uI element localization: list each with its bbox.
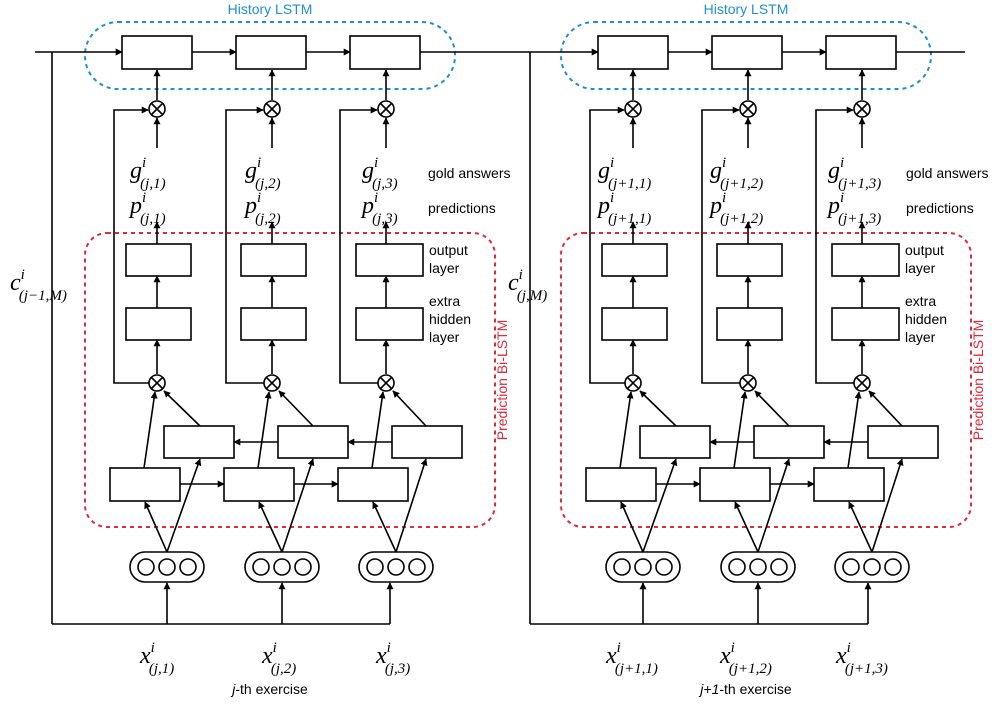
hidden-layer-box — [601, 307, 668, 341]
output-layer-box — [355, 243, 424, 277]
history-cell — [825, 35, 897, 70]
backward-lstm-cell — [391, 425, 463, 459]
column-3: gi (j+1,3) pi (j+1,3) xi (j+1,3) — [813, 69, 939, 677]
panel-j-plus-1: History LSTM Prediction Bi-LSTM ci (j,M) … — [508, 1, 989, 697]
column-1: gi (j+1,1) pi (j+1,1) xi (j+1,1) — [585, 69, 711, 677]
backward-lstm-cell — [867, 425, 939, 459]
prediction-bilstm-title: Prediction Bi-LSTM — [970, 320, 986, 441]
carry-in-label: ci (j,M) — [508, 267, 547, 304]
output-layer-box — [716, 243, 783, 277]
prediction-var: pi (j+1,1) — [596, 190, 651, 227]
output-layer-label: output layer — [429, 242, 468, 276]
input-var: xi (j,3) — [375, 640, 410, 677]
backward-lstm-cell — [277, 425, 349, 459]
forward-lstm-cell — [337, 467, 409, 502]
forward-lstm-cell — [813, 467, 885, 502]
prediction-var: pi (j+1,2) — [708, 190, 763, 227]
history-lstm-region — [84, 21, 456, 90]
prediction-var: pi (j,1) — [128, 190, 166, 227]
history-lstm-title: History LSTM — [228, 1, 313, 17]
prediction-var: pi (j+1,3) — [826, 190, 881, 227]
gold-answer-var: gi (j,2) — [245, 155, 281, 192]
gold-answers-label: gold answers — [906, 165, 989, 181]
gold-answer-var: gi (j+1,1) — [598, 155, 651, 192]
output-layer-box — [831, 243, 900, 277]
output-layer-box — [125, 243, 192, 277]
gold-answer-var: gi (j,1) — [130, 155, 166, 192]
gold-answers-label: gold answers — [428, 165, 511, 181]
history-cell — [597, 35, 669, 70]
hidden-layer-box — [355, 307, 424, 341]
column-2: gi (j,2) pi (j,2) xi (j,2) — [223, 69, 349, 677]
history-cell — [349, 35, 421, 70]
column-1: gi (j,1) pi (j,1) xi (j,1) — [109, 69, 235, 677]
input-var: xi (j,1) — [139, 640, 174, 677]
hidden-layer-label: extra hidden layer — [429, 293, 471, 345]
gold-answer-var: gi (j+1,2) — [710, 155, 763, 192]
history-lstm-region — [560, 21, 932, 90]
column-2: gi (j+1,2) pi (j+1,2) xi (j+1,2) — [699, 69, 825, 677]
exercise-caption: j+1-th exercise — [698, 681, 792, 697]
hidden-layer-box — [125, 307, 192, 341]
gold-answer-var: gi (j+1,3) — [828, 155, 881, 192]
forward-lstm-cell — [585, 467, 657, 502]
output-layer-box — [601, 243, 668, 277]
prediction-var: pi (j,2) — [243, 190, 281, 227]
input-var: xi (j+1,3) — [835, 640, 888, 677]
output-layer-box — [240, 243, 307, 277]
forward-lstm-cell — [223, 467, 295, 502]
hidden-layer-label: extra hidden layer — [905, 293, 947, 345]
forward-lstm-cell — [109, 467, 181, 502]
column-3: gi (j,3) pi (j,3) xi (j,3) — [337, 69, 463, 677]
backward-lstm-cell — [163, 425, 235, 459]
predictions-label: predictions — [428, 200, 496, 216]
backward-lstm-cell — [639, 425, 711, 459]
input-var: xi (j+1,1) — [605, 640, 658, 677]
input-var: xi (j+1,2) — [719, 640, 772, 677]
history-cell — [235, 35, 307, 70]
prediction-bilstm-title: Prediction Bi-LSTM — [494, 320, 510, 441]
hidden-layer-box — [716, 307, 783, 341]
predictions-label: predictions — [906, 200, 974, 216]
input-var: xi (j,2) — [261, 640, 296, 677]
forward-lstm-cell — [699, 467, 771, 502]
hidden-layer-box — [831, 307, 900, 341]
hidden-layer-box — [240, 307, 307, 341]
history-cell — [121, 35, 193, 70]
exercise-caption: j-th exercise — [230, 681, 308, 697]
prediction-var: pi (j,3) — [360, 190, 398, 227]
panel-j: History LSTM Prediction Bi-LSTM ci (j−1,M… — [10, 1, 530, 697]
history-lstm-title: History LSTM — [704, 1, 789, 17]
gold-answer-var: gi (j,3) — [362, 155, 398, 192]
backward-lstm-cell — [753, 425, 825, 459]
output-layer-label: output layer — [905, 242, 944, 276]
history-cell — [711, 35, 783, 70]
carry-in-label: ci (j−1,M) — [10, 267, 67, 304]
